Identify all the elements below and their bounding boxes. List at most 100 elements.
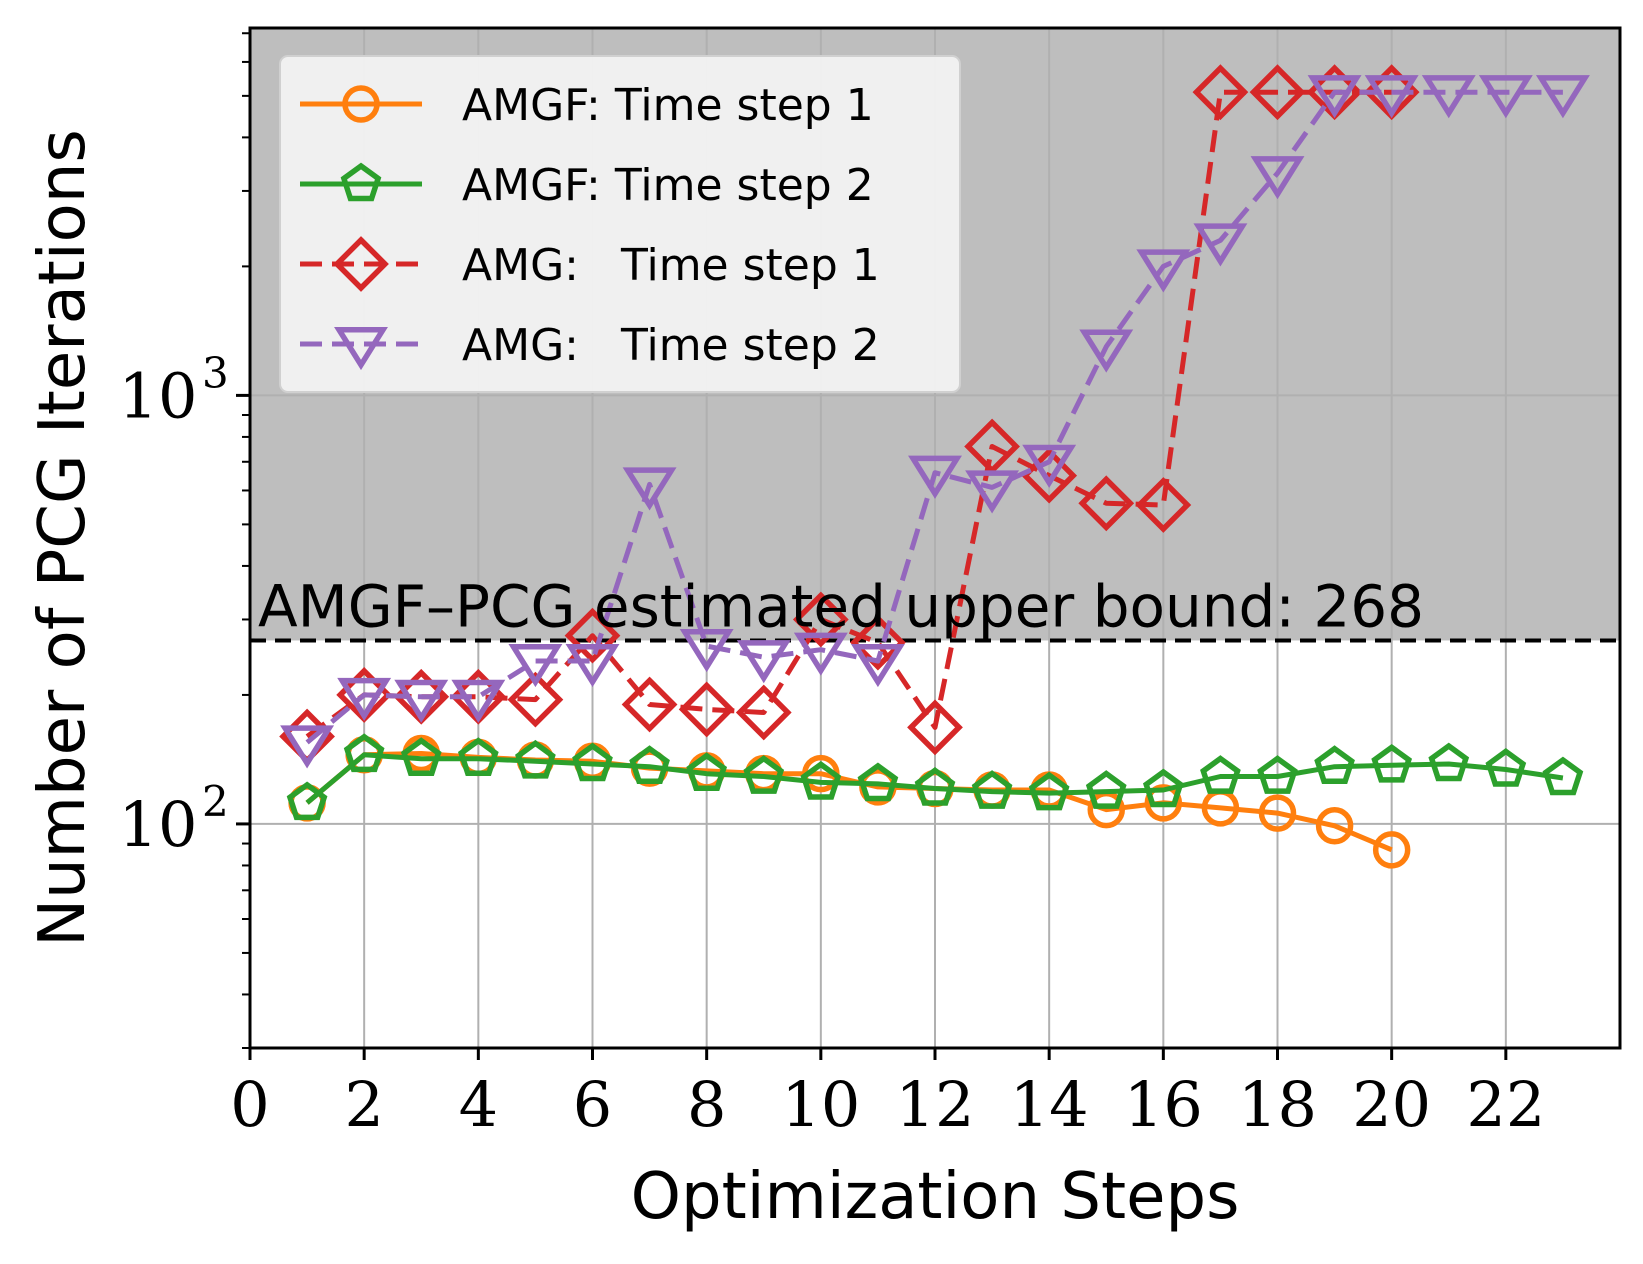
data-point bbox=[1257, 755, 1298, 794]
data-point bbox=[507, 671, 564, 728]
legend-entry: AMG: Time step 1 bbox=[300, 236, 880, 292]
data-point bbox=[1028, 771, 1070, 811]
x-tick-label: 0 bbox=[230, 1068, 269, 1141]
data-point bbox=[971, 770, 1013, 809]
data-point bbox=[286, 781, 328, 821]
series-line bbox=[305, 752, 1564, 805]
y-tick-exponent: 3 bbox=[202, 348, 229, 397]
legend-entry: AMG: Time step 2 bbox=[300, 320, 880, 371]
data-point bbox=[515, 739, 556, 779]
x-tick-label: 20 bbox=[1352, 1068, 1431, 1141]
series-line bbox=[305, 89, 1392, 739]
data-point bbox=[686, 752, 728, 791]
data-point bbox=[743, 755, 785, 794]
data-point bbox=[1428, 742, 1470, 782]
legend-entry: AMGF: Time step 2 bbox=[300, 160, 874, 211]
data-point bbox=[907, 699, 963, 756]
data-point bbox=[679, 629, 734, 673]
data-point bbox=[621, 676, 678, 733]
data-point bbox=[280, 725, 335, 769]
data-point bbox=[1485, 748, 1527, 787]
x-tick-label: 2 bbox=[344, 1068, 383, 1141]
data-point bbox=[1135, 477, 1192, 533]
data-point bbox=[337, 677, 392, 722]
data-point bbox=[1079, 329, 1134, 373]
data-point bbox=[908, 455, 962, 499]
legend-entry: AMGF: Time step 1 bbox=[300, 80, 874, 131]
x-tick-label: 14 bbox=[1010, 1068, 1089, 1141]
data-point bbox=[564, 607, 621, 664]
x-tick-label: 22 bbox=[1466, 1068, 1545, 1141]
y-tick-label: 10 bbox=[119, 359, 198, 432]
data-point bbox=[565, 643, 620, 688]
data-point bbox=[1142, 768, 1184, 808]
data-point bbox=[400, 737, 442, 776]
legend-label: AMG: Time step 2 bbox=[462, 320, 880, 371]
data-point bbox=[736, 640, 791, 684]
x-tick-label: 18 bbox=[1238, 1068, 1317, 1141]
data-point bbox=[629, 745, 670, 785]
legend-label: AMGF: Time step 2 bbox=[462, 160, 874, 211]
legend-label: AMG: Time step 1 bbox=[462, 240, 880, 291]
data-point bbox=[1022, 444, 1077, 488]
legend: AMGF: Time step 1 AMGF: Time step 2 AMG: T… bbox=[279, 55, 961, 393]
data-point bbox=[1542, 756, 1584, 796]
data-point bbox=[394, 679, 449, 723]
data-point bbox=[800, 761, 842, 800]
legend-label: AMGF: Time step 1 bbox=[462, 80, 874, 131]
x-tick-label: 8 bbox=[687, 1068, 726, 1141]
data-point bbox=[678, 681, 735, 738]
data-point bbox=[1249, 64, 1306, 121]
data-point bbox=[792, 591, 849, 648]
x-tick-label: 10 bbox=[781, 1068, 860, 1141]
data-point bbox=[1315, 807, 1354, 845]
data-point bbox=[857, 762, 899, 802]
data-point bbox=[1136, 249, 1191, 293]
x-tick-label: 12 bbox=[896, 1068, 975, 1141]
y-tick-exponent: 2 bbox=[202, 777, 229, 826]
data-point bbox=[1314, 745, 1355, 785]
data-point bbox=[333, 236, 389, 292]
threshold-label: AMGF–PCG estimated upper bound: 268 bbox=[258, 572, 1424, 640]
data-point bbox=[340, 162, 382, 202]
data-point bbox=[850, 614, 906, 671]
data-point bbox=[342, 85, 380, 123]
data-point bbox=[1078, 475, 1135, 532]
data-point bbox=[457, 737, 499, 776]
data-point bbox=[1258, 794, 1297, 832]
x-tick-label: 16 bbox=[1124, 1068, 1203, 1141]
data-point bbox=[1021, 447, 1078, 504]
data-point bbox=[572, 742, 613, 782]
series-4 bbox=[280, 75, 1590, 769]
data-point bbox=[1250, 156, 1305, 200]
data-point bbox=[1144, 784, 1183, 822]
x-tick-label: 6 bbox=[573, 1068, 612, 1141]
data-point bbox=[343, 733, 385, 773]
data-point bbox=[965, 470, 1020, 514]
data-point bbox=[1535, 75, 1590, 119]
data-point bbox=[1371, 743, 1413, 783]
data-point bbox=[334, 326, 388, 371]
data-point bbox=[735, 684, 792, 741]
data-point bbox=[1478, 75, 1533, 119]
data-point bbox=[793, 632, 848, 676]
data-point bbox=[622, 467, 677, 511]
data-point bbox=[1200, 755, 1241, 794]
x-tick-label: 4 bbox=[459, 1068, 498, 1141]
data-point bbox=[1192, 64, 1249, 121]
y-axis-title: Number of PCG Iterations bbox=[26, 129, 100, 947]
data-point bbox=[1085, 770, 1127, 809]
data-point bbox=[914, 767, 956, 806]
data-point bbox=[1193, 223, 1248, 267]
legend-box bbox=[279, 55, 961, 393]
data-point bbox=[1307, 75, 1362, 119]
data-point bbox=[1372, 831, 1411, 869]
data-point bbox=[1421, 75, 1476, 119]
series-2 bbox=[286, 733, 1584, 821]
data-point bbox=[1364, 75, 1419, 119]
data-point bbox=[451, 679, 506, 723]
data-point bbox=[508, 643, 563, 688]
data-point bbox=[850, 643, 905, 688]
